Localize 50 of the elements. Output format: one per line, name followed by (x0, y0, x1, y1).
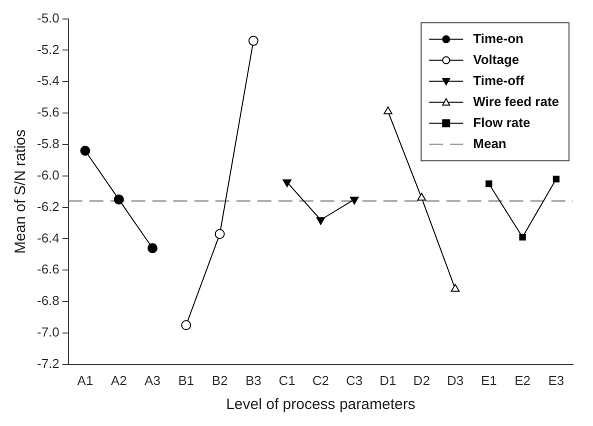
y-axis-title: Mean of S/N ratios (12, 129, 30, 254)
point (282, 179, 292, 188)
point (486, 180, 492, 188)
y-tick-label: -5.2 (36, 42, 60, 57)
y-tick-label: -7.2 (36, 356, 60, 371)
legend-label: Flow rate (473, 114, 530, 130)
x-tick-label: B2 (212, 372, 228, 388)
x-tick-label: D2 (413, 372, 430, 388)
y-tick-label: -5.4 (36, 73, 60, 88)
legend-label: Time-off (473, 72, 525, 88)
point (214, 229, 225, 240)
x-tick-label: C2 (312, 372, 330, 388)
point (519, 234, 526, 240)
legend-label: Wire feed rate (473, 94, 559, 109)
x-axis-title: Level of process parameters (226, 396, 416, 414)
x-tick-label: C3 (346, 372, 363, 388)
point (80, 146, 90, 156)
x-tick-label: A1 (77, 372, 94, 388)
x-tick-label: C1 (278, 372, 296, 388)
point (181, 320, 192, 330)
y-tick-label: -6.0 (36, 167, 60, 182)
y-tick-label: -6.6 (36, 262, 60, 277)
point (248, 36, 258, 46)
x-tick-label: E1 (480, 372, 497, 388)
x-tick-label: B3 (245, 372, 262, 388)
y-tick-label: -7.0 (36, 324, 60, 340)
y-tick-label: -5.6 (36, 104, 60, 120)
legend-label: Time-on (473, 30, 524, 46)
y-tick-label: -6.4 (36, 230, 60, 246)
y-tick-label: -5.8 (36, 136, 60, 152)
point (148, 243, 158, 254)
y-tick-label: -6.8 (36, 293, 60, 308)
x-tick-label: D3 (446, 372, 464, 388)
point (350, 196, 359, 204)
point (114, 194, 124, 204)
point (384, 106, 392, 114)
x-tick-label: E3 (548, 372, 564, 388)
y-tick-label: -5.0 (36, 10, 60, 26)
x-tick-label: B1 (178, 372, 194, 388)
x-tick-label: A3 (144, 372, 160, 388)
point (450, 284, 460, 292)
y-tick-label: -6.2 (36, 198, 60, 214)
x-tick-label: E2 (514, 372, 530, 388)
legend-label: Mean (473, 136, 506, 151)
point (316, 217, 326, 225)
legend-label: Voltage (473, 52, 520, 67)
x-tick-label: A2 (110, 372, 127, 388)
x-tick-label: D1 (380, 372, 396, 388)
point (417, 192, 426, 201)
point (552, 176, 560, 182)
